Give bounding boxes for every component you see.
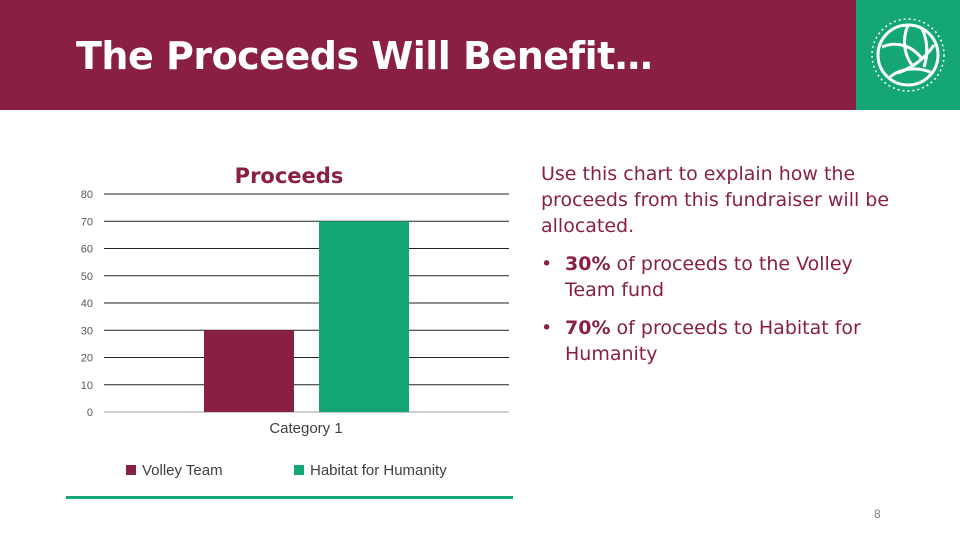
legend-label: Volley Team	[142, 462, 223, 479]
bullet-list: • 30% of proceeds to the Volley Team fun…	[541, 251, 901, 367]
bullet-dot: •	[541, 253, 553, 275]
y-tick-label: 20	[81, 353, 93, 365]
y-tick-label: 60	[81, 244, 93, 256]
volleyball-icon	[871, 18, 945, 92]
text-panel: Use this chart to explain how the procee…	[541, 161, 901, 379]
y-tick-label: 0	[87, 407, 93, 419]
y-tick-label: 70	[81, 216, 93, 228]
bullet-percent: 30%	[565, 253, 611, 275]
slide-title: The Proceeds Will Benefit…	[76, 34, 653, 78]
logo-box	[856, 0, 960, 110]
bullet-item: • 30% of proceeds to the Volley Team fun…	[541, 251, 901, 303]
y-tick-label: 10	[81, 380, 93, 392]
bullet-percent: 70%	[565, 317, 611, 339]
y-tick-label: 50	[81, 271, 93, 283]
legend-swatch	[294, 465, 304, 475]
bullet-dot: •	[541, 317, 553, 339]
page-number: 8	[874, 507, 881, 521]
intro-text: Use this chart to explain how the procee…	[541, 163, 890, 237]
chart-title: Proceeds	[235, 164, 344, 188]
legend-swatch	[126, 465, 136, 475]
bullet-item: • 70% of proceeds to Habitat for Humanit…	[541, 315, 901, 367]
legend-label: Habitat for Humanity	[310, 462, 447, 479]
bar	[204, 330, 294, 412]
title-banner: The Proceeds Will Benefit…	[0, 0, 856, 110]
bullet-text: of proceeds to the Volley Team fund	[565, 253, 853, 301]
y-tick-label: 30	[81, 325, 93, 337]
chart-canvas: Proceeds 0 10 20 30 40 50 60 70 80 Category 1 Vo…	[81, 164, 509, 479]
y-tick-label: 40	[81, 298, 93, 310]
y-tick-label: 80	[81, 189, 93, 201]
category-label: Category 1	[269, 420, 342, 437]
chart-underline	[66, 496, 513, 499]
bullet-text: of proceeds to Habitat for Humanity	[565, 317, 861, 365]
bar	[319, 221, 409, 412]
proceeds-chart: Proceeds 0 10 20 30 40 50 60 70 80 Category 1 Vo…	[60, 150, 530, 520]
